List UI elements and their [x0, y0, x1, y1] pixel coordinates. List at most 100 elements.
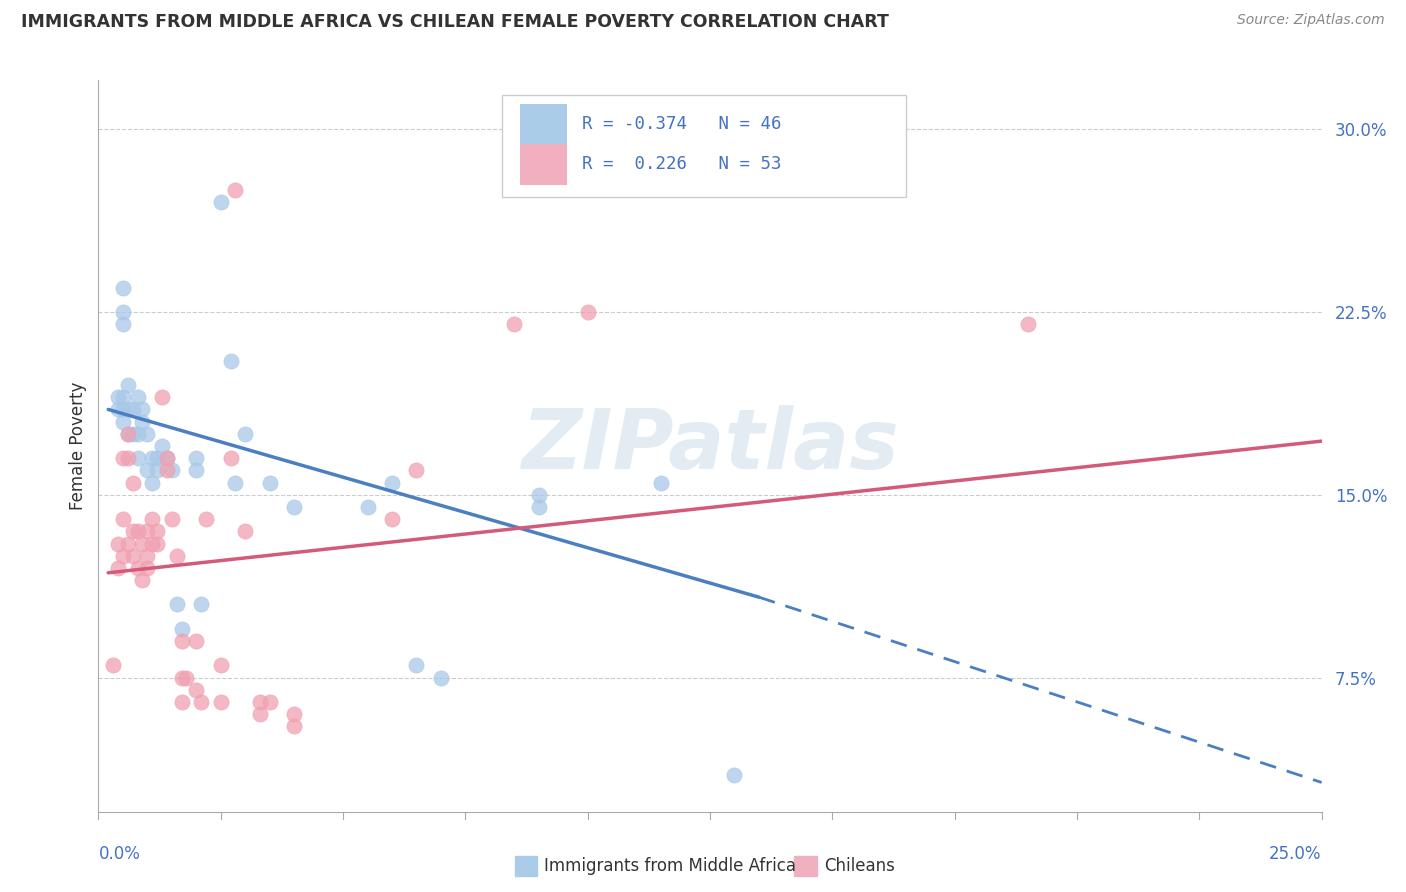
Point — [650, 475, 672, 490]
Point — [503, 317, 526, 331]
Text: 0.0%: 0.0% — [98, 845, 141, 863]
Bar — [520, 145, 567, 185]
Bar — [515, 856, 537, 876]
Point — [146, 451, 169, 466]
Point — [259, 695, 281, 709]
Point — [430, 671, 453, 685]
Point — [121, 524, 143, 539]
Point — [150, 439, 173, 453]
Point — [170, 695, 193, 709]
Point — [146, 536, 169, 550]
Point — [127, 524, 149, 539]
Point — [156, 463, 179, 477]
Point — [527, 488, 550, 502]
Point — [176, 671, 198, 685]
Point — [117, 451, 139, 466]
Point — [121, 402, 143, 417]
Point — [576, 305, 599, 319]
Point — [107, 402, 129, 417]
Point — [283, 707, 305, 722]
Point — [136, 561, 159, 575]
Point — [136, 549, 159, 563]
Point — [209, 695, 232, 709]
Point — [283, 719, 305, 733]
Point — [136, 463, 159, 477]
Point — [259, 475, 281, 490]
Point — [209, 658, 232, 673]
Point — [111, 549, 134, 563]
Point — [121, 426, 143, 441]
Point — [224, 183, 246, 197]
Bar — [520, 104, 567, 145]
Point — [186, 451, 208, 466]
Text: ZIPatlas: ZIPatlas — [522, 406, 898, 486]
Point — [117, 426, 139, 441]
Point — [146, 463, 169, 477]
Point — [141, 475, 163, 490]
Point — [233, 426, 256, 441]
Point — [209, 195, 232, 210]
Point — [219, 353, 242, 368]
Point — [141, 451, 163, 466]
Bar — [794, 856, 817, 876]
Point — [141, 536, 163, 550]
Point — [356, 500, 378, 514]
Point — [111, 317, 134, 331]
Point — [190, 695, 212, 709]
Point — [136, 524, 159, 539]
Point — [107, 390, 129, 404]
Point — [111, 390, 134, 404]
Point — [405, 658, 427, 673]
Point — [131, 415, 153, 429]
Point — [186, 634, 208, 648]
Text: 25.0%: 25.0% — [1270, 845, 1322, 863]
Point — [156, 451, 179, 466]
Point — [131, 402, 153, 417]
Point — [195, 512, 218, 526]
Point — [131, 573, 153, 587]
Point — [127, 426, 149, 441]
Point — [107, 536, 129, 550]
Point — [111, 451, 134, 466]
FancyBboxPatch shape — [502, 95, 905, 197]
Text: R = -0.374   N = 46: R = -0.374 N = 46 — [582, 115, 782, 133]
Point — [111, 415, 134, 429]
Point — [141, 512, 163, 526]
Point — [111, 402, 134, 417]
Text: Chileans: Chileans — [824, 857, 894, 875]
Point — [117, 402, 139, 417]
Point — [723, 768, 745, 782]
Point — [160, 463, 183, 477]
Point — [117, 426, 139, 441]
Point — [170, 634, 193, 648]
Point — [283, 500, 305, 514]
Point — [121, 549, 143, 563]
Point — [166, 549, 188, 563]
Point — [166, 598, 188, 612]
Point — [111, 280, 134, 294]
Point — [150, 390, 173, 404]
Point — [121, 475, 143, 490]
Point — [233, 524, 256, 539]
Text: IMMIGRANTS FROM MIDDLE AFRICA VS CHILEAN FEMALE POVERTY CORRELATION CHART: IMMIGRANTS FROM MIDDLE AFRICA VS CHILEAN… — [21, 13, 889, 31]
Point — [136, 426, 159, 441]
Point — [405, 463, 427, 477]
Point — [527, 500, 550, 514]
Point — [249, 695, 271, 709]
Point — [170, 622, 193, 636]
Point — [127, 561, 149, 575]
Point — [117, 378, 139, 392]
Point — [190, 598, 212, 612]
Point — [186, 463, 208, 477]
Point — [107, 561, 129, 575]
Point — [127, 451, 149, 466]
Point — [224, 475, 246, 490]
Text: Immigrants from Middle Africa: Immigrants from Middle Africa — [544, 857, 796, 875]
Point — [127, 390, 149, 404]
Point — [111, 512, 134, 526]
Point — [170, 671, 193, 685]
Text: Source: ZipAtlas.com: Source: ZipAtlas.com — [1237, 13, 1385, 28]
Point — [381, 475, 404, 490]
Point — [146, 524, 169, 539]
Point — [111, 305, 134, 319]
